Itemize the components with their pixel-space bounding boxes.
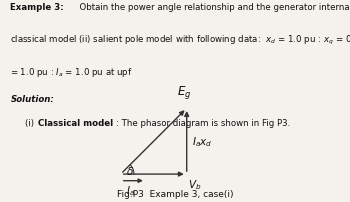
Text: $\it{V_b}$: $\it{V_b}$ [188,177,201,190]
Text: Solution:: Solution: [10,94,54,103]
Text: Classical model: Classical model [38,118,114,127]
Text: $\it{E_g}$: $\it{E_g}$ [177,84,191,101]
Text: Fig.P3  Example 3, case(i): Fig.P3 Example 3, case(i) [117,189,233,198]
Text: $\it{I_a x_d}$: $\it{I_a x_d}$ [192,135,212,148]
Text: : The phasor diagram is shown in Fig P3.: : The phasor diagram is shown in Fig P3. [116,118,290,127]
Text: classical model (ii) salient pole model with following data:  $x_d$ = 1.0 pu : $: classical model (ii) salient pole model … [10,34,350,47]
Text: $\delta$: $\delta$ [126,164,134,176]
Text: = 1.0 pu : $I_a$ = 1.0 pu at upf: = 1.0 pu : $I_a$ = 1.0 pu at upf [10,66,133,79]
Text: $\it{I_a}$: $\it{I_a}$ [126,183,135,197]
Text: (i): (i) [25,118,36,127]
Text: Obtain the power angle relationship and the generator internal emf for (i): Obtain the power angle relationship and … [74,3,350,12]
Text: Example 3:: Example 3: [10,3,64,12]
